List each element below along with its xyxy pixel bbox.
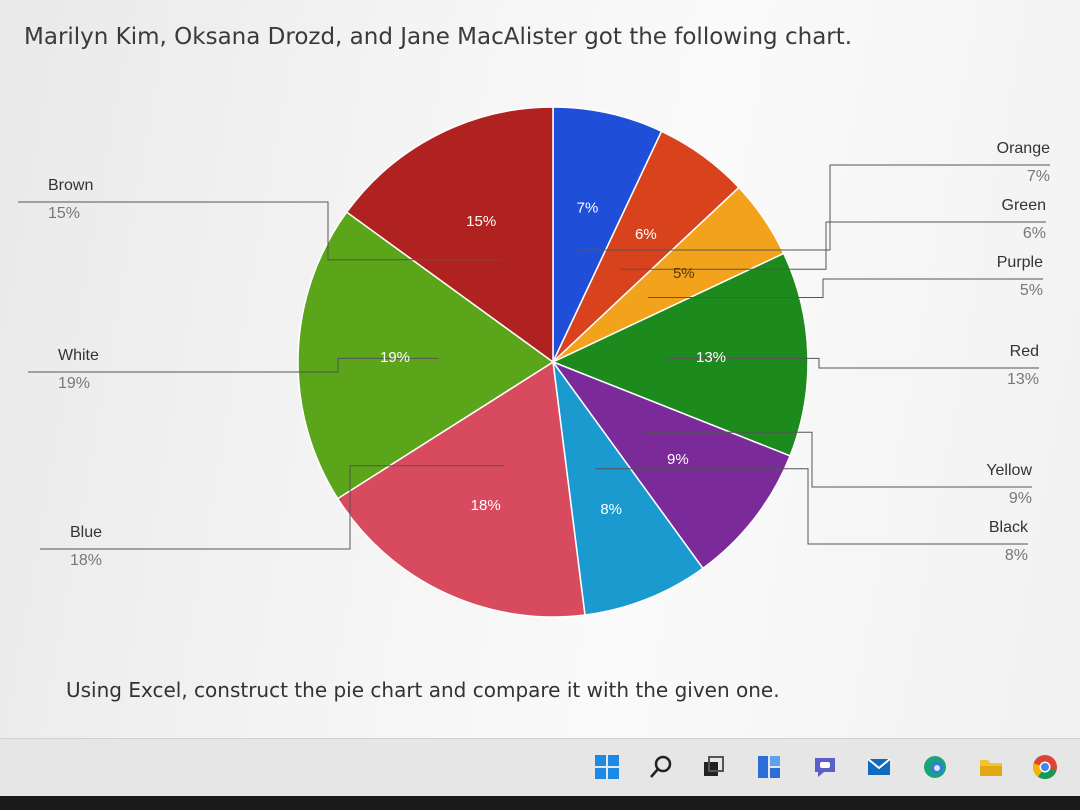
task-view-icon[interactable]	[700, 754, 726, 780]
category-name-label: Green	[1002, 197, 1046, 214]
category-percent-label: 18%	[70, 552, 102, 569]
mail-icon[interactable]	[866, 754, 892, 780]
leader-line	[18, 201, 501, 261]
leader-line	[643, 431, 1032, 488]
pie-slice-orange	[552, 106, 663, 363]
chrome-icon[interactable]	[1032, 754, 1058, 780]
leader-line	[620, 221, 1046, 270]
category-percent-label: 7%	[1027, 168, 1050, 185]
teams-chat-icon[interactable]	[812, 754, 838, 780]
slice-value-label: 9%	[667, 451, 689, 468]
pie-slice-brown	[345, 106, 554, 364]
category-percent-label: 5%	[1020, 282, 1043, 299]
slice-value-label: 13%	[696, 349, 726, 366]
category-percent-label: 15%	[48, 205, 80, 222]
slice-value-label: 15%	[466, 213, 496, 230]
search-icon[interactable]	[648, 754, 674, 780]
category-name-label: Blue	[70, 524, 102, 541]
leader-line	[578, 164, 1050, 251]
category-percent-label: 8%	[1005, 547, 1028, 564]
category-name-label: Black	[989, 519, 1029, 536]
edge-icon[interactable]	[922, 754, 948, 780]
slice-value-label: 7%	[577, 200, 599, 217]
category-name-label: Purple	[997, 254, 1043, 271]
file-explorer-icon[interactable]	[978, 754, 1004, 780]
category-percent-label: 6%	[1023, 225, 1046, 242]
category-name-label: Orange	[997, 140, 1050, 157]
leader-line	[40, 465, 505, 550]
slice-value-label: 8%	[600, 501, 622, 518]
leader-line	[667, 357, 1039, 369]
category-name-label: White	[58, 347, 99, 364]
slice-value-label: 6%	[635, 226, 657, 243]
pie-slice-white	[297, 211, 555, 500]
category-percent-label: 9%	[1009, 490, 1032, 507]
page-heading: Marilyn Kim, Oksana Drozd, and Jane MacA…	[24, 24, 853, 50]
slice-value-label: 18%	[471, 497, 501, 514]
pie-slice-blue	[336, 360, 586, 618]
windows-start-icon[interactable]	[594, 754, 620, 780]
pie-slice-yellow	[550, 360, 792, 570]
category-name-label: Yellow	[986, 462, 1032, 479]
category-percent-label: 19%	[58, 375, 90, 392]
leader-line	[28, 357, 439, 373]
taskbar	[0, 738, 1080, 796]
category-percent-label: 13%	[1007, 371, 1039, 388]
category-name-label: Brown	[48, 177, 93, 194]
leader-line	[647, 278, 1043, 298]
slice-value-label: 5%	[673, 265, 695, 282]
instruction-text: Using Excel, construct the pie chart and…	[66, 678, 780, 702]
category-name-label: Red	[1010, 343, 1039, 360]
pie-slice-black	[552, 361, 704, 616]
leader-line	[595, 468, 1028, 545]
widgets-icon[interactable]	[756, 754, 782, 780]
slice-value-label: 19%	[380, 349, 410, 366]
pie-chart: 7% 6% 5% 13% 9% 8% 18% 19% 15% Orange 7% Green 6% Pu…	[18, 106, 1050, 618]
